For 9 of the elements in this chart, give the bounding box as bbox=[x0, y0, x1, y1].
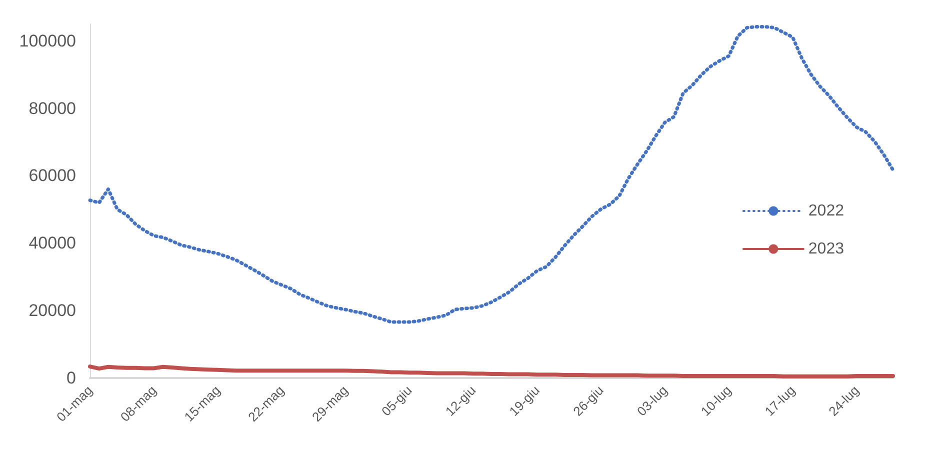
y-tick-label: 40000 bbox=[28, 234, 76, 253]
y-tick-label: 80000 bbox=[28, 98, 76, 118]
line-series bbox=[88, 24, 895, 324]
legend-label: 2022 bbox=[808, 202, 844, 220]
y-tick-label: 100000 bbox=[19, 31, 76, 50]
legend-label: 2023 bbox=[808, 240, 844, 258]
y-tick-label: 60000 bbox=[28, 166, 76, 186]
y-tick-label: 0 bbox=[66, 368, 76, 388]
y-tick-label: 20000 bbox=[28, 301, 76, 320]
